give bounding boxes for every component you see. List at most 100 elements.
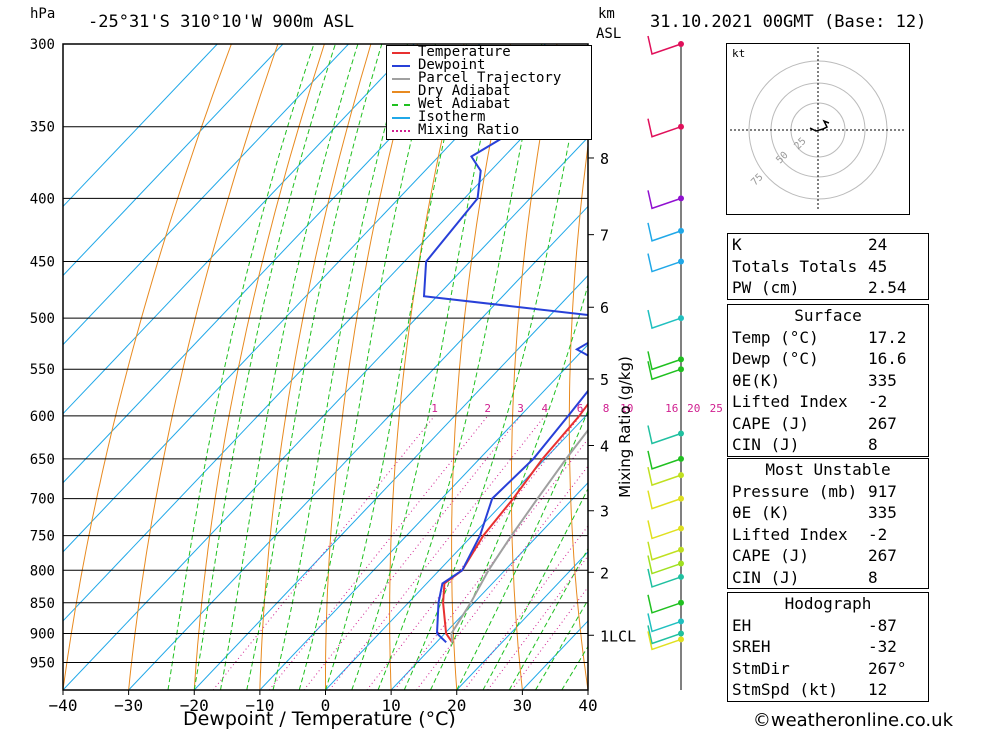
isotherm-line bbox=[63, 44, 546, 553]
header-datetime: 31.10.2021 00GMT (Base: 12) bbox=[650, 12, 927, 32]
isotherm-line bbox=[456, 551, 588, 690]
legend-swatch bbox=[392, 51, 410, 54]
dry-adiabat-line bbox=[929, 44, 1000, 690]
wet-adiabat-line bbox=[482, 487, 588, 690]
index-row: StmDir 267° bbox=[728, 658, 928, 680]
mixing-ratio-label: 25 bbox=[710, 402, 723, 415]
x-tick-label: 30 bbox=[513, 696, 532, 715]
wind-barb bbox=[647, 253, 682, 273]
index-value: 12 bbox=[868, 680, 888, 699]
index-row: CIN (J) 8 bbox=[728, 567, 928, 589]
legend-item: Parcel Trajectory bbox=[387, 71, 591, 85]
index-label: PW (cm) bbox=[732, 278, 800, 297]
most-unstable-panel: Most Unstable Pressure (mb) 917 θE (K) 335 L… bbox=[727, 458, 929, 589]
legend-swatch bbox=[392, 103, 410, 106]
pressure-tick-label: 300 bbox=[30, 37, 55, 53]
hodograph-unit: kt bbox=[732, 47, 745, 60]
footer-credit: ©weatheronline.co.uk bbox=[752, 710, 953, 731]
index-label: K bbox=[732, 235, 742, 254]
wind-barb bbox=[647, 490, 682, 510]
wind-barb bbox=[647, 466, 682, 487]
isotherm-line bbox=[63, 136, 588, 690]
wet-adiabat-line bbox=[325, 44, 468, 690]
legend-label: Isotherm bbox=[418, 109, 486, 125]
wind-barb bbox=[647, 450, 682, 470]
wet-adiabat-line bbox=[456, 409, 588, 690]
pressure-tick-label: 800 bbox=[30, 563, 55, 579]
legend-swatch bbox=[392, 116, 410, 119]
surface-panel: Surface Temp (°C) 17.2 Dewp (°C) 16.6 θE(K) 3… bbox=[727, 304, 929, 457]
index-row: θE (K) 335 bbox=[728, 502, 928, 524]
legend-swatch bbox=[392, 64, 410, 67]
dry-adiabat-line bbox=[325, 44, 418, 690]
index-label: Lifted Index bbox=[732, 392, 848, 411]
wind-barb bbox=[647, 613, 682, 633]
index-row: PW (cm) 2.54 bbox=[728, 277, 928, 299]
mixing-ratio-line bbox=[416, 465, 588, 690]
legend-item: Wet Adiabat bbox=[387, 97, 591, 111]
index-label: StmDir bbox=[732, 658, 790, 678]
dry-adiabat-line bbox=[976, 44, 1000, 690]
wind-barb bbox=[647, 631, 682, 651]
wind-barb bbox=[647, 625, 682, 645]
pressure-tick-label: 500 bbox=[30, 311, 55, 327]
index-value: 17.2 bbox=[868, 327, 907, 347]
index-row: CIN (J) 8 bbox=[728, 434, 928, 456]
mixing-ratio-axis-label: Mixing Ratio (g/kg) bbox=[616, 356, 634, 498]
km-tick-label: 4 bbox=[600, 437, 609, 455]
wind-barb bbox=[647, 118, 682, 138]
x-tick-label: −30 bbox=[114, 696, 143, 715]
mixing-ratio-line bbox=[303, 415, 521, 690]
wind-barb bbox=[647, 555, 682, 575]
wind-barb bbox=[647, 541, 682, 561]
index-value: 24 bbox=[868, 235, 888, 254]
dry-adiabat-line bbox=[259, 44, 372, 690]
isotherm-line bbox=[63, 44, 481, 484]
wet-adiabat-line bbox=[220, 44, 359, 690]
isotherm-line bbox=[63, 44, 349, 346]
index-label: Lifted Index bbox=[732, 524, 848, 544]
legend-item: Dewpoint bbox=[387, 58, 591, 72]
index-value: 16.6 bbox=[868, 349, 907, 368]
wet-adiabat-line bbox=[430, 283, 588, 690]
parcel-trajectory-line bbox=[450, 428, 588, 643]
index-label: StmSpd (kt) bbox=[732, 680, 838, 699]
index-row: K 24 bbox=[728, 234, 928, 256]
index-value: 267 bbox=[868, 413, 897, 433]
isotherm-line bbox=[193, 274, 588, 690]
km-unit-label: km bbox=[598, 6, 615, 22]
pressure-tick-label: 850 bbox=[30, 596, 55, 612]
x-tick-label: 0 bbox=[321, 696, 331, 715]
isotherm-line bbox=[63, 44, 284, 277]
pressure-tick-label: 950 bbox=[30, 655, 55, 671]
hodograph-trace bbox=[809, 119, 830, 132]
index-row: SREH -32 bbox=[728, 636, 928, 658]
x-tick-label: −40 bbox=[49, 696, 78, 715]
mixing-ratio-label: 6 bbox=[577, 402, 584, 415]
wind-barb bbox=[647, 351, 682, 371]
legend-label: Mixing Ratio bbox=[418, 122, 520, 138]
isotherm-line bbox=[325, 412, 588, 690]
wet-adiabat-line bbox=[403, 44, 588, 690]
x-axis-label: Dewpoint / Temperature (°C) bbox=[183, 708, 456, 730]
index-value: -2 bbox=[868, 392, 888, 411]
km-tick-label: 3 bbox=[600, 503, 609, 521]
km-tick-label: 2 bbox=[600, 564, 609, 582]
index-value: -2 bbox=[868, 524, 888, 544]
wind-barb bbox=[647, 35, 682, 55]
mixing-ratio-label: 1 bbox=[431, 402, 438, 415]
wind-barb bbox=[647, 190, 682, 210]
isotherm-line bbox=[128, 205, 588, 690]
km-tick-label: 1LCL bbox=[600, 627, 636, 645]
hodograph-indices-panel: Hodograph EH -87 SREH -32 StmDir 267° StmSpd (… bbox=[727, 592, 929, 702]
index-label: θE (K) bbox=[732, 503, 790, 522]
x-tick-label: 40 bbox=[578, 696, 597, 715]
pressure-tick-label: 350 bbox=[30, 120, 55, 136]
dry-adiabat-line bbox=[63, 44, 232, 690]
index-value: -32 bbox=[868, 637, 897, 656]
wind-barb bbox=[647, 568, 682, 588]
wind-barb bbox=[647, 309, 682, 330]
km-tick-label: 6 bbox=[600, 299, 609, 317]
mixing-ratio-line bbox=[511, 586, 588, 690]
